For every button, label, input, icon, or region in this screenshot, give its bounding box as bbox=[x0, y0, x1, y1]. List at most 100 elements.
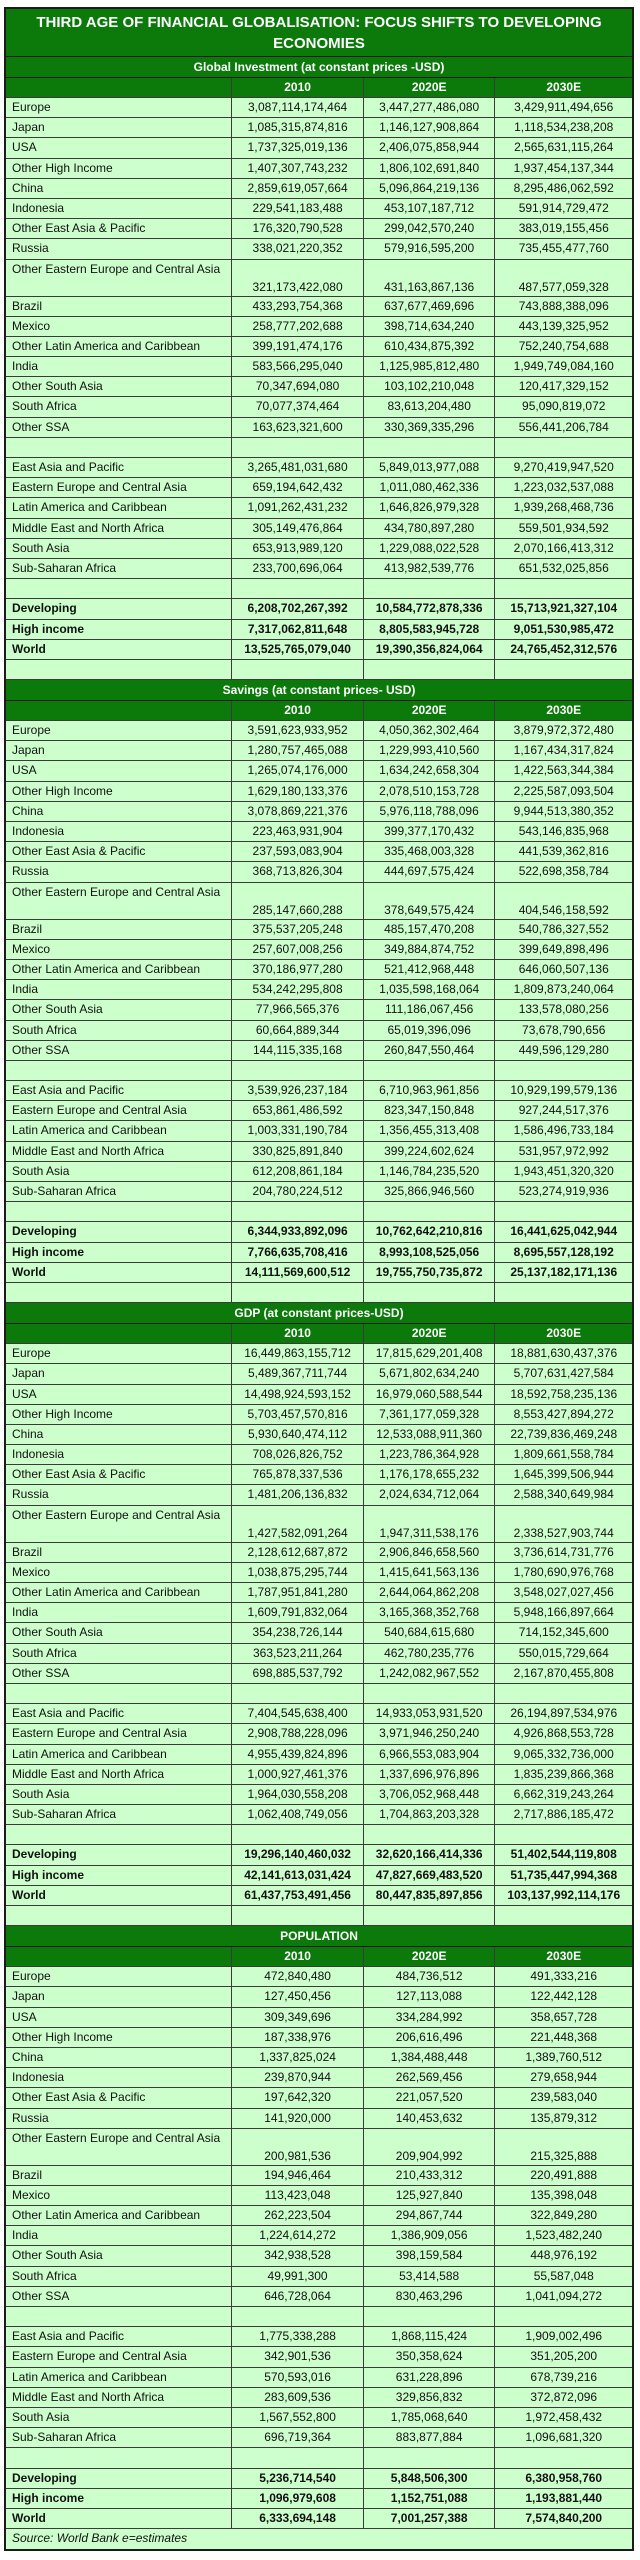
table-row: Indonesia 229,541,183,488 453,107,187,712 5… bbox=[6, 198, 632, 220]
value-cell-2010: 70,077,374,464 bbox=[232, 397, 364, 417]
value-cell-2030e: 215,325,888 bbox=[530, 2148, 598, 2163]
value-cell-2020e: 1,125,985,812,480 bbox=[364, 357, 496, 377]
value-cell-2030e: 487,577,059,328 bbox=[518, 279, 609, 294]
value-cell-2020e: 16,979,060,588,544 bbox=[364, 1384, 496, 1404]
table-row: Latin America and Caribbean 4,955,439,824… bbox=[6, 1744, 632, 1765]
value-cell-2030e bbox=[495, 660, 632, 679]
value-cell-2010: 229,541,183,488 bbox=[232, 198, 364, 219]
value-cell-2030e bbox=[495, 438, 632, 457]
value-cell-2010 bbox=[232, 1060, 364, 1081]
blank-row bbox=[6, 1906, 632, 1927]
value-cell-2010: 534,242,295,808 bbox=[232, 980, 364, 1000]
value-cell-2010: 363,523,211,264 bbox=[232, 1643, 364, 1663]
value-cell-2030e: 1,809,873,240,064 bbox=[513, 982, 614, 997]
row-label: Sub-Saharan Africa bbox=[6, 558, 233, 579]
row-label: South Asia bbox=[6, 1784, 233, 1805]
value-cell-2020e: 1,386,909,056 bbox=[364, 2226, 496, 2246]
table-row: Indonesia 708,026,826,752 1,223,786,364,92… bbox=[6, 1445, 632, 1466]
value-cell-2030e bbox=[495, 1061, 632, 1080]
value-cell-2010: 1,224,614,272 bbox=[232, 2226, 364, 2246]
column-header-2030e: 2030E bbox=[546, 80, 582, 94]
table-row: Developing 5,236,714,540 5,848,506,300 6,38… bbox=[6, 2468, 632, 2489]
value-cell-2030e: 6,662,319,243,264 bbox=[513, 1786, 614, 1801]
value-cell-2010: 368,713,826,304 bbox=[232, 862, 364, 882]
table-row: Europe 3,087,114,174,464 3,447,277,486,080… bbox=[6, 98, 632, 119]
table-row: Mexico 257,607,008,256 349,884,874,752 399,… bbox=[6, 939, 632, 960]
value-cell-2020e: 1,947,311,538,176 bbox=[364, 1505, 496, 1542]
row-label: Other South Asia bbox=[6, 1000, 233, 1020]
value-cell-2030e: 22,739,836,469,248 bbox=[510, 1426, 618, 1441]
value-cell-2030e: 6,380,958,760 bbox=[525, 2470, 603, 2485]
row-label: Mexico bbox=[6, 2185, 233, 2206]
row-label: East Asia and Pacific bbox=[6, 2327, 233, 2347]
value-cell-2010: 4,955,439,824,896 bbox=[232, 1744, 364, 1764]
value-cell-2010: 1,003,331,190,784 bbox=[232, 1121, 364, 1141]
row-label: South Africa bbox=[6, 397, 233, 417]
value-cell-2030e: 279,658,944 bbox=[530, 2070, 598, 2085]
row-label: World bbox=[6, 1262, 233, 1282]
table-row: Developing 6,344,933,892,096 10,762,642,21… bbox=[6, 1222, 632, 1243]
row-label: Japan bbox=[6, 1364, 233, 1384]
value-cell-2010: 354,238,726,144 bbox=[232, 1623, 364, 1643]
row-label: India bbox=[6, 1603, 233, 1623]
row-label: Other Eastern Europe and Central Asia bbox=[6, 1505, 233, 1542]
value-cell-2020e: 1,229,993,410,560 bbox=[364, 741, 496, 761]
table-row: Indonesia 223,463,931,904 399,377,170,432 5… bbox=[6, 822, 632, 843]
table-row: Developing 6,208,702,267,392 10,584,772,87… bbox=[6, 599, 632, 620]
value-cell-2010: 375,537,205,248 bbox=[232, 919, 364, 939]
value-cell-2010: 1,280,757,465,088 bbox=[232, 741, 364, 761]
value-cell-2010: 60,664,889,344 bbox=[232, 1020, 364, 1040]
table-row: Other South Asia 354,238,726,144 540,684,6… bbox=[6, 1623, 632, 1644]
row-label: Other Latin America and Caribbean bbox=[6, 1583, 233, 1603]
value-cell-2020e: 1,337,696,976,896 bbox=[364, 1764, 496, 1784]
row-label: Eastern Europe and Central Asia bbox=[6, 478, 233, 498]
value-cell-2030e: 1,523,482,240 bbox=[525, 2228, 603, 2243]
value-cell-2030e: 4,926,868,553,728 bbox=[513, 1726, 614, 1741]
value-cell-2010: 1,085,315,874,816 bbox=[232, 118, 364, 138]
value-cell-2030e: 1,223,032,537,088 bbox=[513, 480, 614, 495]
table-row: Other SSA 646,728,064 830,463,296 1,041,094… bbox=[6, 2286, 632, 2307]
row-label: Russia bbox=[6, 862, 233, 882]
value-cell-2030e: 1,422,563,344,384 bbox=[513, 763, 614, 778]
value-cell-2020e: 521,412,968,448 bbox=[364, 959, 496, 980]
row-label: India bbox=[6, 980, 233, 1000]
table-row: Japan 1,085,315,874,816 1,146,127,908,864 1… bbox=[6, 118, 632, 139]
column-header-2030e: 2030E bbox=[546, 1326, 582, 1341]
value-cell-2020e: 462,780,235,776 bbox=[364, 1643, 496, 1663]
table-row: Other South Asia 77,966,565,376 111,186,06… bbox=[6, 1000, 632, 1021]
value-cell-2030e bbox=[495, 1906, 632, 1925]
table-row: Europe 16,449,863,155,712 17,815,629,201,4… bbox=[6, 1344, 632, 1365]
section-header: GDP (at constant prices-USD) bbox=[6, 1303, 632, 1325]
table-row: Other East Asia & Pacific 176,320,790,528… bbox=[6, 219, 632, 240]
value-cell-2020e: 14,933,053,931,520 bbox=[364, 1704, 496, 1724]
column-header-2020e: 2020E bbox=[364, 701, 496, 721]
value-cell-2030e: 448,976,192 bbox=[530, 2248, 598, 2263]
value-cell-2010: 257,607,008,256 bbox=[232, 939, 364, 959]
row-label bbox=[6, 437, 233, 457]
value-cell-2020e: 1,415,641,563,136 bbox=[364, 1562, 496, 1582]
value-cell-2030e bbox=[495, 1825, 632, 1844]
value-cell-2020e bbox=[364, 579, 496, 599]
table-row: World 61,437,753,491,456 80,447,835,897,85… bbox=[6, 1885, 632, 1906]
table-row: Latin America and Caribbean 1,091,262,431… bbox=[6, 498, 632, 519]
table-row: China 1,337,825,024 1,384,488,448 1,389,760… bbox=[6, 2047, 632, 2069]
value-cell-2030e: 591,914,729,472 bbox=[518, 200, 609, 215]
table-row: Sub-Saharan Africa 204,780,224,512 325,866… bbox=[6, 1182, 632, 1203]
value-cell-2030e: 752,240,754,688 bbox=[518, 338, 609, 353]
row-label: Developing bbox=[6, 1222, 233, 1242]
value-cell-2020e: 209,904,992 bbox=[364, 2128, 496, 2165]
row-label: High income bbox=[6, 1865, 233, 1885]
value-cell-2010: 6,208,702,267,392 bbox=[232, 599, 364, 619]
value-cell-2020e: 823,347,150,848 bbox=[364, 1101, 496, 1121]
table-row: Other Eastern Europe and Central Asia 285… bbox=[6, 882, 632, 920]
value-cell-2030e: 1,645,399,506,944 bbox=[513, 1467, 614, 1482]
table-row: Other High Income 1,629,180,133,376 2,078,… bbox=[6, 781, 632, 802]
value-cell-2010: 765,878,337,536 bbox=[232, 1465, 364, 1485]
value-cell-2030e: 51,735,447,994,368 bbox=[510, 1867, 618, 1882]
value-cell-2010: 7,404,545,638,400 bbox=[232, 1704, 364, 1724]
table-row: Middle East and North Africa 330,825,891,… bbox=[6, 1141, 632, 1162]
value-cell-2020e: 399,224,602,624 bbox=[364, 1141, 496, 1161]
value-cell-2030e: 1,041,094,272 bbox=[525, 2288, 603, 2303]
blank-row bbox=[6, 2307, 632, 2328]
value-cell-2030e: 1,949,749,084,160 bbox=[513, 359, 614, 374]
